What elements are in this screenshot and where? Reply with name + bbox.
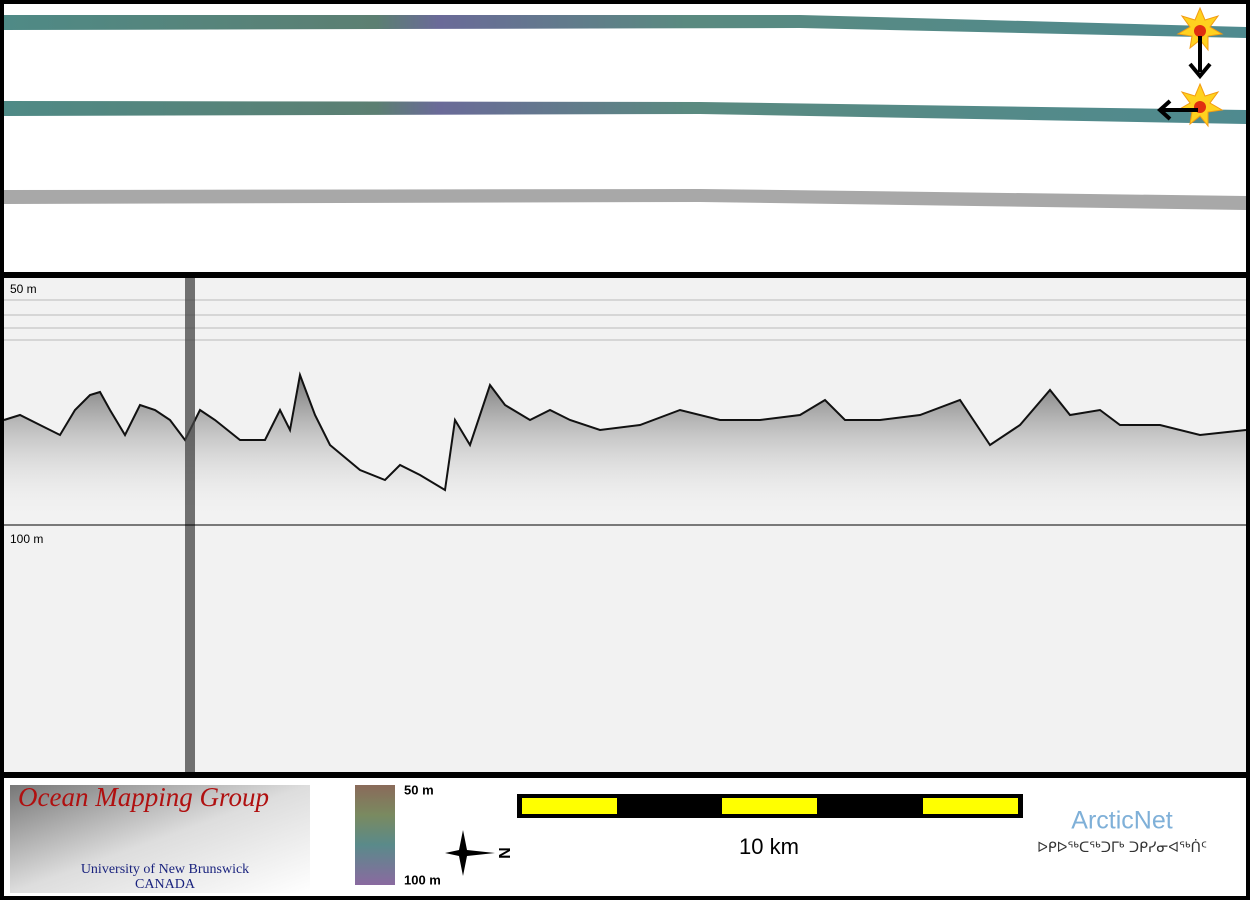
colorbar (355, 785, 395, 885)
arrow (1188, 36, 1212, 80)
scale-segment (522, 798, 617, 814)
partner-inuktitut: ᐅᑭᐅᖅᑕᖅᑐᒥᒃ ᑐᑭᓯᓂᐊᖅᑏᑦ (1037, 839, 1207, 856)
colorbar-label: 50 m (404, 782, 434, 797)
logo-title: Ocean Mapping Group (18, 782, 269, 812)
noise-lines (4, 299, 1246, 341)
arrow (1157, 99, 1198, 121)
swath (4, 101, 1246, 124)
seabed-line (3, 371, 1247, 492)
marker-center (1194, 25, 1206, 37)
backscatter-swath (4, 189, 1246, 210)
compass-label: N (495, 847, 512, 859)
scale-segment (923, 798, 1018, 814)
partner-name: ArcticNet (1071, 807, 1172, 835)
compass (445, 830, 495, 876)
colorbar-label: 100 m (404, 872, 441, 887)
scale-label: 10 km (739, 834, 799, 859)
depth-label: 100 m (10, 532, 43, 546)
depth-label: 50 m (10, 282, 37, 296)
echo-return (4, 375, 1246, 520)
logo-university: University of New Brunswick (81, 862, 249, 877)
map-panel (4, 4, 1246, 272)
logo-country: CANADA (135, 877, 196, 892)
swath (4, 15, 1246, 38)
scale-segment (722, 798, 817, 814)
logo-bg (10, 785, 310, 893)
